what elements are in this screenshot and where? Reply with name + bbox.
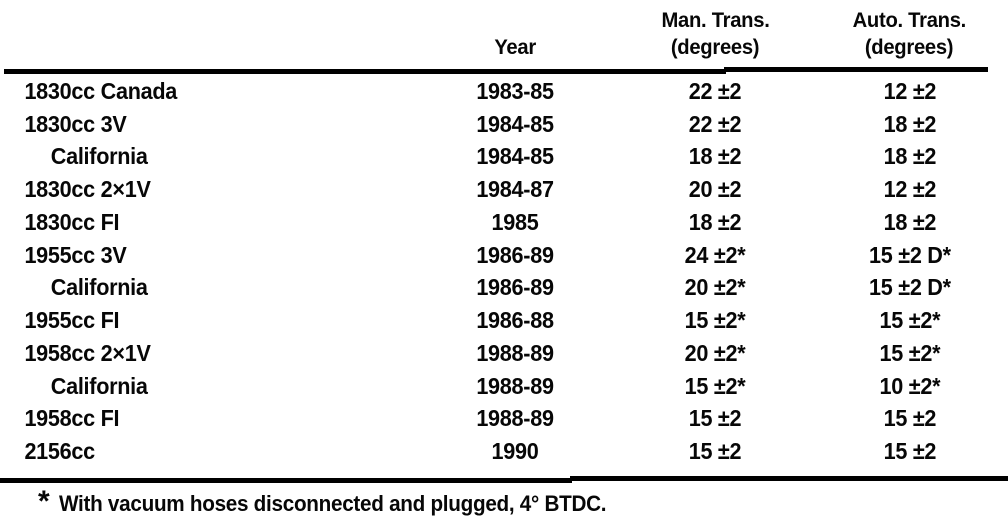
auto-trans-cell: 15 ±2 D*: [869, 241, 951, 268]
model-cell: California: [50, 143, 148, 170]
year-cell: 1985: [491, 208, 539, 235]
auto-trans-cell: 15 ±2*: [879, 339, 941, 366]
table-header-row: Year Man. Trans. (degrees) Auto. Trans. …: [0, 0, 1008, 66]
top-rule-segment: [724, 67, 988, 72]
table-row: 2156cc 1990 15 ±2 15 ±2: [0, 435, 1008, 468]
table-row: 1830cc 3V 1984-85 22 ±2 18 ±2: [0, 108, 1008, 141]
footnote-text: With vacuum hoses disconnected and plugg…: [59, 491, 607, 516]
table-row: 1958cc FI 1988-89 15 ±2 15 ±2: [0, 403, 1008, 436]
model-cell: California: [50, 274, 148, 301]
header-man-trans-cell: Man. Trans. (degrees): [590, 0, 840, 66]
man-trans-cell: 15 ±2*: [684, 372, 746, 399]
auto-trans-cell: 15 ±2: [883, 405, 937, 432]
table-row: California 1986-89 20 ±2* 15 ±2 D*: [0, 272, 1008, 305]
auto-trans-cell: 15 ±2: [883, 438, 937, 465]
asterisk-marker: *: [38, 485, 50, 518]
year-cell: 1983-85: [476, 77, 554, 104]
auto-trans-cell: 15 ±2 D*: [869, 274, 951, 301]
auto-trans-cell: 12 ±2: [883, 77, 937, 104]
year-cell: 1986-88: [476, 307, 554, 334]
table-row: California 1984-85 18 ±2 18 ±2: [0, 141, 1008, 174]
bottom-rule-segment: [0, 478, 572, 483]
model-cell: 1958cc FI: [24, 405, 120, 432]
auto-trans-cell: 10 ±2*: [879, 372, 941, 399]
top-rule-segment: [4, 69, 726, 74]
auto-trans-cell: 18 ±2: [883, 208, 937, 235]
model-cell: California: [50, 372, 148, 399]
footnote: * With vacuum hoses disconnected and plu…: [38, 485, 642, 518]
auto-trans-cell: 15 ±2*: [879, 307, 941, 334]
table-row: 1830cc FI 1985 18 ±2 18 ±2: [0, 206, 1008, 239]
man-trans-cell: 20 ±2*: [684, 274, 746, 301]
year-cell: 1984-85: [476, 110, 554, 137]
header-model-cell: [0, 0, 440, 66]
man-trans-cell: 20 ±2*: [684, 339, 746, 366]
man-trans-cell: 18 ±2: [688, 143, 742, 170]
year-cell: 1986-89: [476, 241, 554, 268]
table-body: 1830cc Canada 1983-85 22 ±2 12 ±2 1830cc…: [0, 75, 1008, 468]
year-cell: 1984-87: [476, 176, 554, 203]
model-cell: 1958cc 2×1V: [24, 339, 151, 366]
year-cell: 1988-89: [476, 339, 554, 366]
header-man-trans-units: (degrees): [670, 35, 760, 59]
auto-trans-cell: 12 ±2: [883, 176, 937, 203]
header-year-cell: Year: [440, 0, 590, 66]
year-cell: 1984-85: [476, 143, 554, 170]
model-cell: 1955cc FI: [24, 307, 120, 334]
auto-trans-cell: 18 ±2: [883, 143, 937, 170]
header-auto-trans-cell: Auto. Trans. (degrees): [840, 0, 1008, 66]
man-trans-cell: 22 ±2: [688, 77, 742, 104]
table-row: 1830cc Canada 1983-85 22 ±2 12 ±2: [0, 75, 1008, 108]
model-cell: 1955cc 3V: [24, 241, 127, 268]
table-row: California 1988-89 15 ±2* 10 ±2*: [0, 370, 1008, 403]
header-auto-trans-units: (degrees): [864, 35, 954, 59]
header-year-label: Year: [494, 35, 536, 59]
year-cell: 1988-89: [476, 372, 554, 399]
man-trans-cell: 22 ±2: [688, 110, 742, 137]
man-trans-cell: 15 ±2: [688, 405, 742, 432]
year-cell: 1990: [491, 438, 539, 465]
man-trans-cell: 20 ±2: [688, 176, 742, 203]
man-trans-cell: 18 ±2: [688, 208, 742, 235]
model-cell: 1830cc Canada: [24, 77, 178, 104]
year-cell: 1986-89: [476, 274, 554, 301]
model-cell: 1830cc FI: [24, 208, 120, 235]
model-cell: 2156cc: [24, 438, 95, 465]
header-man-trans-label: Man. Trans.: [660, 8, 770, 32]
man-trans-cell: 24 ±2*: [684, 241, 746, 268]
bottom-rule-segment: [570, 476, 1008, 481]
table-row: 1830cc 2×1V 1984-87 20 ±2 12 ±2: [0, 173, 1008, 206]
auto-trans-cell: 18 ±2: [883, 110, 937, 137]
table-row: 1955cc FI 1986-88 15 ±2* 15 ±2*: [0, 304, 1008, 337]
model-cell: 1830cc 2×1V: [24, 176, 151, 203]
man-trans-cell: 15 ±2: [688, 438, 742, 465]
model-cell: 1830cc 3V: [24, 110, 127, 137]
year-cell: 1988-89: [476, 405, 554, 432]
header-auto-trans-label: Auto. Trans.: [852, 8, 966, 32]
table-row: 1958cc 2×1V 1988-89 20 ±2* 15 ±2*: [0, 337, 1008, 370]
table-row: 1955cc 3V 1986-89 24 ±2* 15 ±2 D*: [0, 239, 1008, 272]
man-trans-cell: 15 ±2*: [684, 307, 746, 334]
